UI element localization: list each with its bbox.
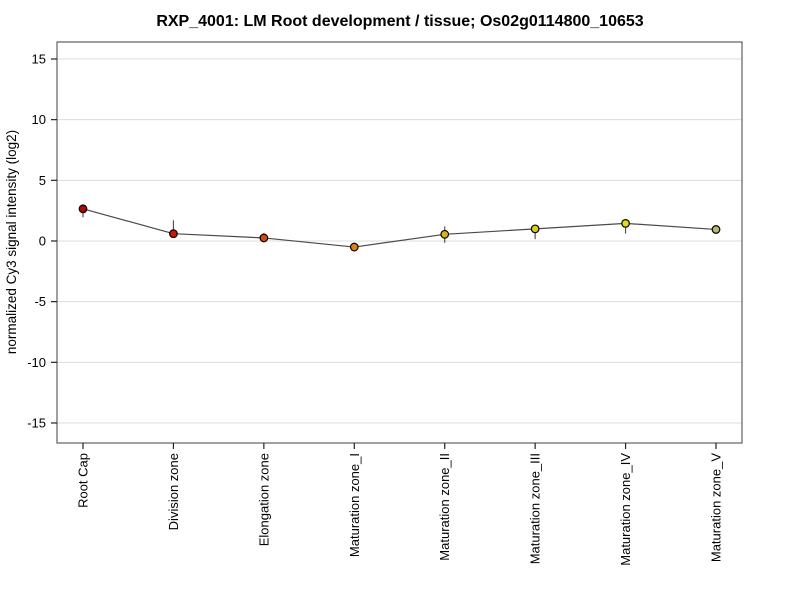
chart-title: RXP_4001: LM Root development / tissue; … (156, 13, 643, 30)
y-tick-label: -15 (27, 415, 46, 430)
x-tick-label: Root Cap (76, 453, 91, 508)
plot-frame (56, 41, 743, 444)
x-tick-label: Maturation zone_II (437, 453, 452, 561)
x-tick-label: Maturation zone_I (347, 453, 362, 557)
x-tick-label: Maturation zone_V (709, 453, 724, 562)
plot-area: -15 -10 -5 0 5 10 15 Root Cap Division zone Elong… (27, 41, 743, 566)
y-tick-label: -10 (27, 355, 46, 370)
series-line (82, 208, 717, 248)
data-point-marker (349, 242, 359, 252)
y-axis-label: normalized Cy3 signal intensity (log2) (4, 130, 19, 354)
x-tick-label: Maturation zone_IV (618, 453, 633, 566)
x-tick-label: Division zone (166, 453, 181, 530)
data-point-marker (711, 225, 721, 234)
y-tick-label: -5 (34, 294, 46, 309)
y-tick-label: 10 (32, 112, 46, 127)
data-point-marker (530, 224, 540, 234)
x-tick-label: Maturation zone_III (528, 453, 543, 564)
y-tick-label: 15 (32, 51, 46, 66)
y-tick-label: 0 (39, 233, 46, 248)
y-tick-label: 5 (39, 173, 46, 188)
data-point-marker (259, 233, 269, 243)
data-point-marker (78, 204, 88, 214)
data-point-marker (169, 229, 178, 239)
data-point-marker (621, 218, 630, 228)
data-point-marker (440, 229, 450, 239)
x-tick-label: Elongation zone (256, 453, 271, 546)
